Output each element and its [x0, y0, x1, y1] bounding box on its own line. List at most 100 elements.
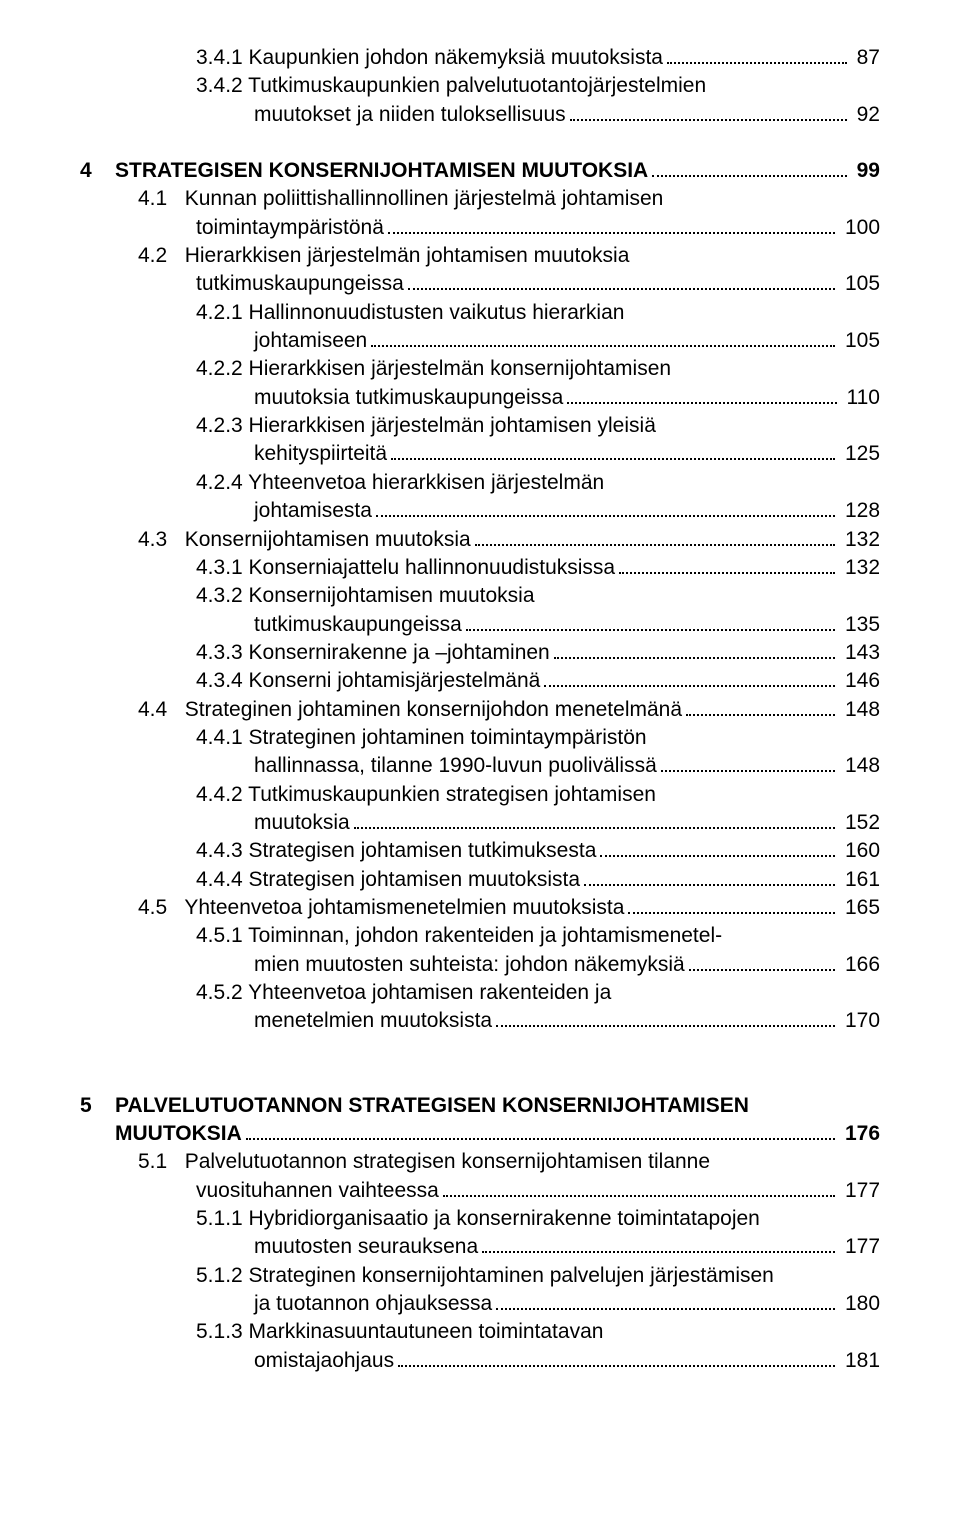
toc-label: 5 PALVELUTUOTANNON STRATEGISEN KONSERNIJ… — [80, 1092, 749, 1120]
toc-label: 4.4.1 Strateginen johtaminen toimintaymp… — [196, 724, 647, 752]
toc-entry: 4.3.3 Konsernirakenne ja –johtaminen 143 — [80, 639, 880, 667]
toc-entry: muutosten seurauksena 177 — [80, 1233, 880, 1261]
toc-label: 5.1 Palvelutuotannon strategisen konsern… — [138, 1148, 710, 1176]
toc-label: 4.2.2 Hierarkkisen järjestelmän konserni… — [196, 355, 671, 383]
toc-leader-dots — [584, 884, 835, 886]
toc-label: 4.2.1 Hallinnonuudistusten vaikutus hier… — [196, 299, 624, 327]
toc-leader-dots — [354, 827, 835, 829]
toc-label: 5.1.3 Markkinasuuntautuneen toimintatava… — [196, 1318, 603, 1346]
toc-entry: johtamisesta 128 — [80, 497, 880, 525]
toc-leader-dots — [619, 572, 835, 574]
toc-label: johtamiseen — [254, 327, 367, 355]
toc-entry: muutoksia tutkimuskaupungeissa 110 — [80, 384, 880, 412]
toc-page-number: 161 — [839, 866, 880, 894]
toc-leader-dots — [398, 1365, 835, 1367]
toc-label: 4.5.1 Toiminnan, johdon rakenteiden ja j… — [196, 922, 722, 950]
toc-label: 5.1.2 Strateginen konsernijohtaminen pal… — [196, 1262, 774, 1290]
toc-page-number: 176 — [839, 1120, 880, 1148]
toc-label: 4 STRATEGISEN KONSERNIJOHTAMISEN MUUTOKS… — [80, 157, 648, 185]
toc-leader-dots — [388, 232, 835, 234]
toc-label: MUUTOKSIA — [80, 1120, 242, 1148]
toc-leader-dots — [496, 1025, 835, 1027]
toc-entry: 4 STRATEGISEN KONSERNIJOHTAMISEN MUUTOKS… — [80, 157, 880, 185]
toc-label: johtamisesta — [254, 497, 372, 525]
toc-entry: ja tuotannon ohjauksessa 180 — [80, 1290, 880, 1318]
toc-label: tutkimuskaupungeissa — [254, 611, 462, 639]
toc-leader-dots — [246, 1138, 835, 1140]
toc-label: tutkimuskaupungeissa — [196, 270, 404, 298]
toc-leader-dots — [466, 629, 835, 631]
toc-label: ja tuotannon ohjauksessa — [254, 1290, 492, 1318]
toc-label: 4.2.3 Hierarkkisen järjestelmän johtamis… — [196, 412, 656, 440]
toc-label: 4.3.3 Konsernirakenne ja –johtaminen — [196, 639, 550, 667]
toc-page-number: 170 — [839, 1007, 880, 1035]
toc-page-number: 148 — [839, 696, 880, 724]
toc-page-number: 160 — [839, 837, 880, 865]
toc-entry: 5.1 Palvelutuotannon strategisen konsern… — [80, 1148, 880, 1176]
toc-entry: 5.1.2 Strateginen konsernijohtaminen pal… — [80, 1262, 880, 1290]
toc-entry: mien muutosten suhteista: johdon näkemyk… — [80, 951, 880, 979]
toc-page-number: 181 — [839, 1347, 880, 1375]
toc-entry: 4.2.1 Hallinnonuudistusten vaikutus hier… — [80, 299, 880, 327]
toc-page-number: 177 — [839, 1177, 880, 1205]
toc-label: 5.1.1 Hybridiorganisaatio ja konsernirak… — [196, 1205, 760, 1233]
spacer — [80, 129, 880, 157]
toc-page-number: 146 — [839, 667, 880, 695]
toc-label: 4.4.4 Strategisen johtamisen muutoksista — [196, 866, 580, 894]
toc-label: menetelmien muutoksista — [254, 1007, 492, 1035]
toc-entry: tutkimuskaupungeissa 135 — [80, 611, 880, 639]
toc-entry: hallinnassa, tilanne 1990-luvun puoliväl… — [80, 752, 880, 780]
toc-entry: 3.4.1 Kaupunkien johdon näkemyksiä muuto… — [80, 44, 880, 72]
toc-entry: 4.4.3 Strategisen johtamisen tutkimukses… — [80, 837, 880, 865]
toc-entry: omistajaohjaus 181 — [80, 1347, 880, 1375]
toc-entry: toimintaympäristönä 100 — [80, 214, 880, 242]
toc-page-number: 132 — [839, 554, 880, 582]
toc-label: kehityspiirteitä — [254, 440, 387, 468]
toc-label: muutoksia — [254, 809, 350, 837]
toc-leader-dots — [567, 402, 836, 404]
toc-entry: vuosituhannen vaihteessa 177 — [80, 1177, 880, 1205]
toc-leader-dots — [570, 119, 847, 121]
toc-label: muutosten seurauksena — [254, 1233, 478, 1261]
toc-entry: 4.2.3 Hierarkkisen järjestelmän johtamis… — [80, 412, 880, 440]
toc-leader-dots — [496, 1308, 835, 1310]
toc-page-number: 100 — [839, 214, 880, 242]
toc-entry: 5 PALVELUTUOTANNON STRATEGISEN KONSERNIJ… — [80, 1092, 880, 1120]
toc-label: 3.4.2 Tutkimuskaupunkien palvelutuotanto… — [196, 72, 706, 100]
toc-leader-dots — [475, 544, 835, 546]
toc-page-number: 152 — [839, 809, 880, 837]
toc-entry: 4.3.2 Konsernijohtamisen muutoksia — [80, 582, 880, 610]
toc-label: mien muutosten suhteista: johdon näkemyk… — [254, 951, 685, 979]
toc-leader-dots — [371, 345, 835, 347]
toc-entry: 4.2.4 Yhteenvetoa hierarkkisen järjestel… — [80, 469, 880, 497]
toc-entry: 4.4.1 Strateginen johtaminen toimintaymp… — [80, 724, 880, 752]
toc-page-number: 148 — [839, 752, 880, 780]
toc-entry: 3.4.2 Tutkimuskaupunkien palvelutuotanto… — [80, 72, 880, 100]
toc-page-number: 177 — [839, 1233, 880, 1261]
toc-entry: 4.3.4 Konserni johtamisjärjestelmänä 146 — [80, 667, 880, 695]
toc-label: 4.1 Kunnan poliittishallinnollinen järje… — [138, 185, 663, 213]
toc-entry: johtamiseen 105 — [80, 327, 880, 355]
toc-leader-dots — [554, 657, 835, 659]
toc-label: 4.3.1 Konserniajattelu hallinnonuudistuk… — [196, 554, 615, 582]
toc-label: 4.5 Yhteenvetoa johtamismenetelmien muut… — [138, 894, 624, 922]
toc-leader-dots — [544, 685, 835, 687]
toc-leader-dots — [391, 458, 835, 460]
toc-entry: 4.4.2 Tutkimuskaupunkien strategisen joh… — [80, 781, 880, 809]
toc-label: muutoksia tutkimuskaupungeissa — [254, 384, 563, 412]
toc-page-number: 92 — [851, 101, 880, 129]
spacer — [80, 1036, 880, 1064]
toc-label: 4.5.2 Yhteenvetoa johtamisen rakenteiden… — [196, 979, 611, 1007]
toc-page-number: 128 — [839, 497, 880, 525]
toc-entry: tutkimuskaupungeissa 105 — [80, 270, 880, 298]
toc-entry: MUUTOKSIA 176 — [80, 1120, 880, 1148]
toc-label: hallinnassa, tilanne 1990-luvun puoliväl… — [254, 752, 657, 780]
toc-label: 4.3.2 Konsernijohtamisen muutoksia — [196, 582, 535, 610]
toc-leader-dots — [376, 515, 835, 517]
toc-page-number: 99 — [851, 157, 880, 185]
toc-leader-dots — [652, 175, 847, 177]
toc-entry: 5.1.3 Markkinasuuntautuneen toimintatava… — [80, 1318, 880, 1346]
toc-entry: muutoksia 152 — [80, 809, 880, 837]
toc-entry: 4.5 Yhteenvetoa johtamismenetelmien muut… — [80, 894, 880, 922]
toc-leader-dots — [408, 288, 835, 290]
